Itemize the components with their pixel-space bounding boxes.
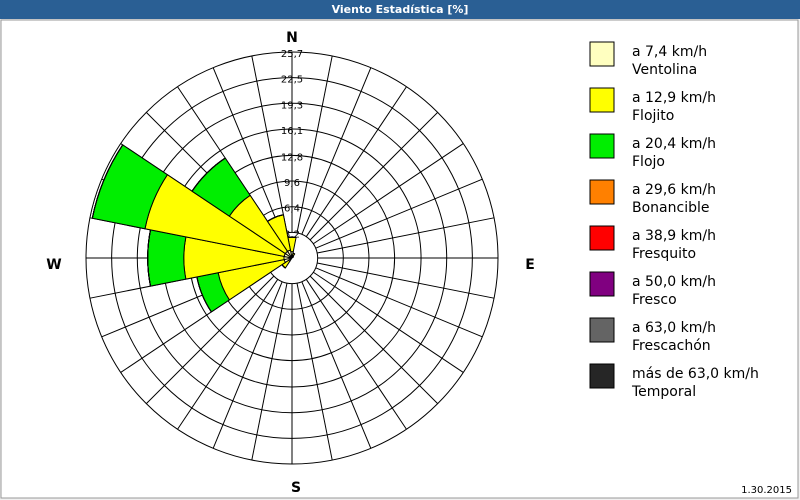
legend-swatch	[589, 271, 615, 297]
spoke	[251, 283, 288, 461]
compass-label: N	[286, 30, 298, 46]
spoke	[296, 55, 333, 233]
spoke	[305, 279, 407, 430]
wind-segment	[292, 252, 295, 255]
compass-label: E	[525, 257, 535, 273]
r-tick-label: 12,8	[281, 152, 303, 163]
legend-name: Fresco	[632, 292, 677, 308]
r-tick-label: 9,6	[284, 178, 300, 189]
r-tick-label: 19,3	[281, 100, 303, 111]
legend-swatch	[589, 87, 615, 113]
legend-name: Temporal	[631, 384, 696, 400]
rose	[91, 144, 297, 313]
spoke	[313, 271, 464, 373]
spoke	[301, 67, 372, 235]
legend: a 7,4 km/h Ventolina a 12,9 km/h Flojito a 2…	[589, 41, 759, 400]
legend-swatch	[589, 133, 615, 159]
legend-speed: a 29,6 km/h	[632, 182, 716, 198]
r-tick-label: 22,5	[281, 75, 303, 86]
legend-speed: a 12,9 km/h	[632, 90, 716, 106]
legend-speed: a 38,9 km/h	[632, 228, 716, 244]
spoke	[309, 275, 439, 405]
chart-title: Viento Estadística [%]	[332, 3, 469, 16]
legend-swatch	[589, 225, 615, 251]
spoke	[315, 178, 483, 249]
spoke	[317, 217, 495, 254]
spoke	[251, 55, 288, 233]
legend-swatch	[589, 363, 615, 389]
wind-segment	[267, 214, 284, 222]
compass-label: S	[291, 480, 301, 496]
legend-name: Fresquito	[632, 246, 696, 262]
legend-speed: a 20,4 km/h	[632, 136, 716, 152]
r-tick-label: 6,4	[284, 204, 300, 215]
title-bar	[0, 0, 800, 19]
spoke	[296, 283, 333, 461]
compass-label: W	[46, 257, 61, 273]
wind-segment	[147, 229, 187, 287]
spoke	[305, 86, 407, 237]
spoke	[313, 143, 464, 245]
legend-speed: a 63,0 km/h	[632, 320, 716, 336]
r-tick-label: 16,1	[281, 126, 303, 137]
legend-name: Flojito	[632, 108, 674, 124]
spoke	[145, 275, 275, 405]
legend-name: Ventolina	[632, 62, 697, 78]
spoke	[212, 281, 283, 449]
legend-name: Frescachón	[632, 338, 711, 354]
spoke	[177, 279, 279, 430]
legend-speed: a 50,0 km/h	[632, 274, 716, 290]
legend-speed: a 7,4 km/h	[632, 44, 707, 60]
legend-swatch	[589, 317, 615, 343]
wind-segment	[191, 157, 226, 192]
legend-swatch	[589, 41, 615, 67]
footer: 1.30.2015	[741, 485, 792, 496]
legend-swatch	[589, 179, 615, 205]
spoke	[301, 281, 372, 449]
r-tick-label: 25,7	[281, 49, 303, 60]
legend-name: Flojo	[632, 154, 665, 170]
r-tick-label: 3,2	[284, 229, 300, 240]
spoke	[315, 267, 483, 338]
legend-speed: más de 63,0 km/h	[632, 366, 759, 382]
spoke	[317, 262, 495, 299]
legend-name: Bonancible	[632, 200, 709, 216]
spoke	[309, 111, 439, 241]
spoke	[212, 67, 283, 235]
